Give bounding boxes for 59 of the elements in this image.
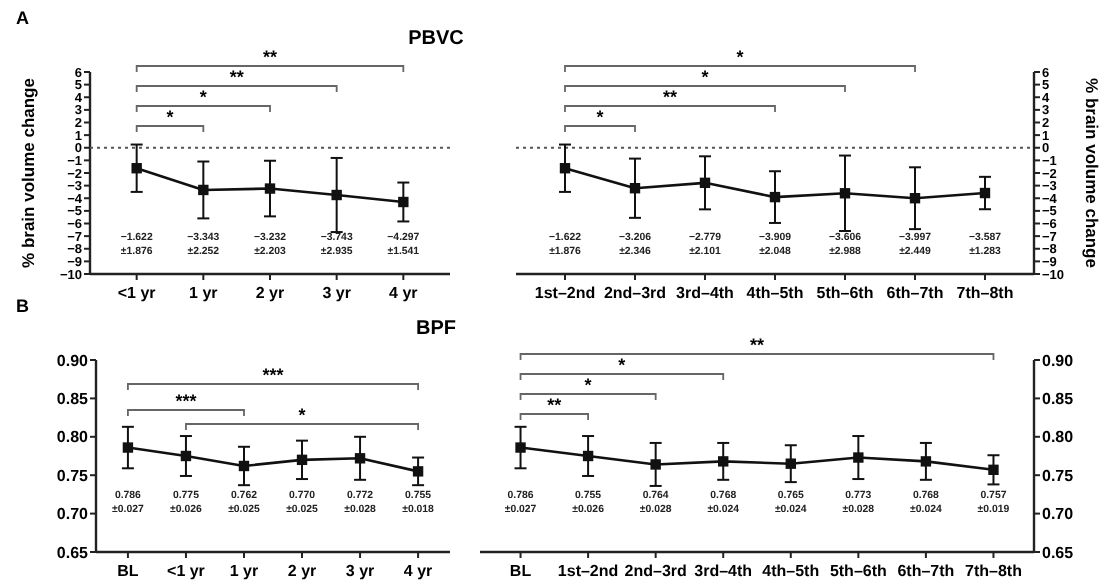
x-tick-label: 1st–2nd <box>557 562 619 580</box>
y2-tick-label: 0.70 <box>1042 505 1075 524</box>
y2-tick-label: 0.90 <box>1042 351 1075 370</box>
annotation: * <box>199 87 208 107</box>
text: ** <box>749 335 765 355</box>
annotation: * <box>701 67 710 87</box>
y-tick-label: 0.80 <box>56 428 90 447</box>
text: B <box>16 296 30 316</box>
x-tick-label: BL <box>117 562 139 580</box>
chart-title: PBVC <box>408 28 464 50</box>
annotation: ** <box>229 67 245 87</box>
x-tick-label: 3rd–4th <box>694 562 753 580</box>
text: ** <box>262 47 278 67</box>
annotation: ** <box>662 87 678 107</box>
x-tick-label: 2 yr <box>255 284 285 302</box>
y2-tick-label: 0.65 <box>1042 543 1075 562</box>
y-tick-label: 0.70 <box>56 505 90 524</box>
annotation: *** <box>175 391 198 411</box>
x-tick-label: 3 yr <box>322 284 351 302</box>
x-tick-label: 4 yr <box>389 284 418 302</box>
y2-axis-title: % brain volume change <box>1082 78 1100 269</box>
x-tick-label: 2nd–3rd <box>603 284 667 302</box>
x-tick-label: 5th–6th <box>829 562 888 580</box>
x-tick-label: 1st–2nd <box>534 284 596 302</box>
x-tick-label: 4 yr <box>403 562 433 580</box>
x-tick-label: 2nd–3rd <box>624 562 687 580</box>
x-tick-label: 4th–5th <box>762 562 820 580</box>
x-tick-label: 1 yr <box>189 284 218 302</box>
annotation: * <box>298 405 307 425</box>
x-tick-label: BL <box>509 562 532 580</box>
chart-title: BPF <box>416 318 456 340</box>
x-tick-label: 3rd–4th <box>676 284 735 302</box>
annotation: * <box>584 375 593 395</box>
annotation: * <box>166 107 175 127</box>
x-tick-label: 7th–8th <box>956 284 1014 302</box>
y2-tick-label: 0.80 <box>1042 428 1075 447</box>
x-tick-label: 6th–7th <box>886 284 944 302</box>
x-tick-label: 7th–8th <box>965 562 1023 580</box>
x-tick-label: <1 yr <box>167 562 205 580</box>
annotation: ** <box>547 395 563 415</box>
text: A <box>16 8 30 28</box>
x-tick-label: 5th–6th <box>816 284 874 302</box>
text: * <box>736 47 745 67</box>
y-tick-label: 0.90 <box>56 351 90 370</box>
annotation: * <box>596 107 605 127</box>
annotation: *** <box>262 365 285 385</box>
y-tick-label: 0.75 <box>56 466 90 485</box>
y-tick-label: 0.85 <box>56 390 90 408</box>
y-axis-title: % brain volume change <box>18 77 38 268</box>
annotation: * <box>618 355 627 375</box>
y-tick-label: 0.65 <box>56 543 90 562</box>
x-tick-label: 4th–5th <box>746 284 804 302</box>
x-tick-label: 1 yr <box>229 562 259 580</box>
y2-tick-label: 0.85 <box>1042 390 1075 408</box>
y2-tick-label: 0.75 <box>1042 466 1075 485</box>
x-tick-label: 6th–7th <box>897 562 955 580</box>
x-tick-label: 2 yr <box>287 562 317 580</box>
x-tick-label: 3 yr <box>345 562 375 580</box>
x-tick-label: <1 yr <box>117 284 156 302</box>
